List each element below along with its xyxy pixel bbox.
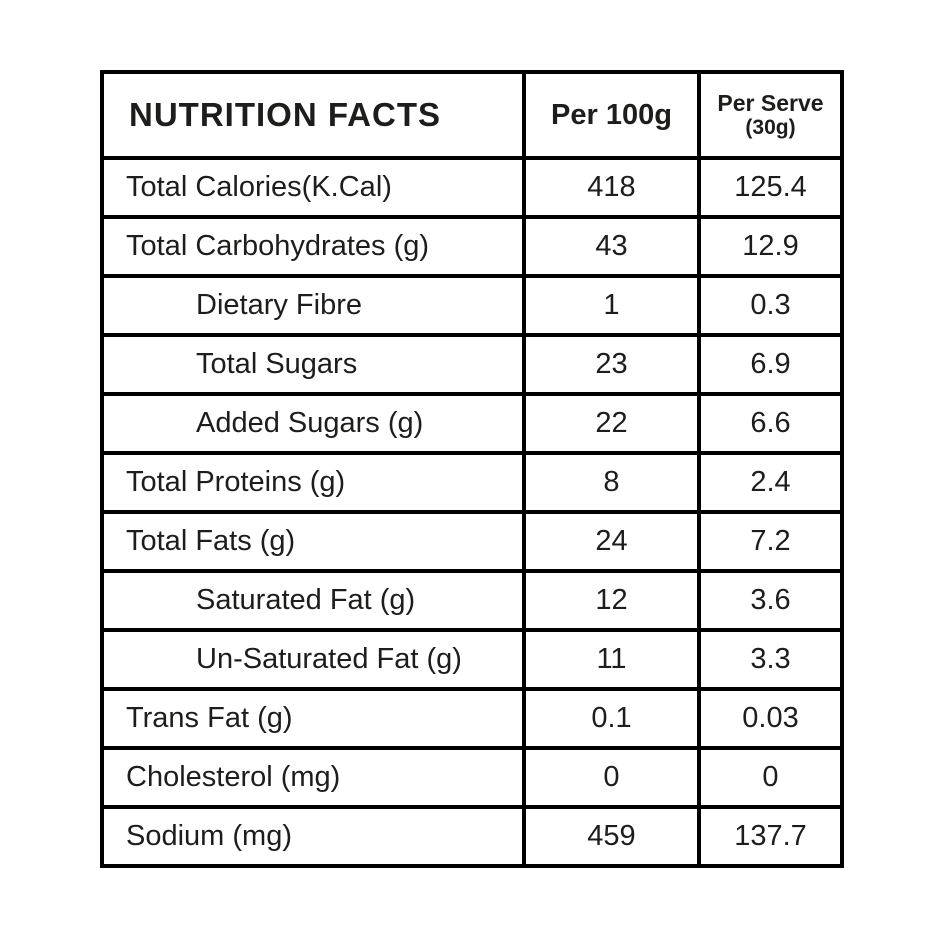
row-value-per-100g: 43 [522, 215, 701, 278]
row-label: Total Calories(K.Cal) [100, 156, 526, 219]
row-value-per-serve: 6.6 [697, 392, 844, 455]
row-value-per-serve: 6.9 [697, 333, 844, 396]
table-row: Un-Saturated Fat (g) 11 3.3 [100, 628, 844, 691]
nutrition-table-body: Total Calories(K.Cal) 418 125.4 Total Ca… [100, 156, 844, 868]
row-label: Sodium (mg) [100, 805, 526, 868]
row-label: Un-Saturated Fat (g) [100, 628, 526, 691]
row-value-per-serve: 0.03 [697, 687, 844, 750]
table-row: Added Sugars (g) 22 6.6 [100, 392, 844, 455]
row-value-per-serve: 3.6 [697, 569, 844, 632]
per-serve-label: Per Serve [717, 89, 824, 116]
table-row: Saturated Fat (g) 12 3.6 [100, 569, 844, 632]
row-value-per-serve: 0.3 [697, 274, 844, 337]
row-label: Total Sugars [100, 333, 526, 396]
row-value-per-100g: 1 [522, 274, 701, 337]
table-row: Total Carbohydrates (g) 43 12.9 [100, 215, 844, 278]
row-label: Dietary Fibre [100, 274, 526, 337]
header-row: NUTRITION FACTS Per 100g Per Serve (30g) [100, 70, 844, 160]
table-row: Total Sugars 23 6.9 [100, 333, 844, 396]
table-row: Dietary Fibre 1 0.3 [100, 274, 844, 337]
row-label: Total Carbohydrates (g) [100, 215, 526, 278]
row-value-per-100g: 459 [522, 805, 701, 868]
table-title: NUTRITION FACTS [100, 70, 526, 160]
row-value-per-100g: 11 [522, 628, 701, 691]
table-row: Total Proteins (g) 8 2.4 [100, 451, 844, 514]
row-value-per-100g: 418 [522, 156, 701, 219]
row-value-per-serve: 125.4 [697, 156, 844, 219]
nutrition-facts-table: NUTRITION FACTS Per 100g Per Serve (30g)… [100, 70, 844, 868]
row-label: Total Proteins (g) [100, 451, 526, 514]
table-row: Trans Fat (g) 0.1 0.03 [100, 687, 844, 750]
row-label: Cholesterol (mg) [100, 746, 526, 809]
table-row: Total Calories(K.Cal) 418 125.4 [100, 156, 844, 219]
row-label: Trans Fat (g) [100, 687, 526, 750]
row-value-per-100g: 8 [522, 451, 701, 514]
nutrition-table-header: NUTRITION FACTS Per 100g Per Serve (30g) [100, 70, 844, 160]
row-value-per-serve: 7.2 [697, 510, 844, 573]
row-value-per-serve: 12.9 [697, 215, 844, 278]
column-header-per-100g: Per 100g [522, 70, 701, 160]
table-row: Cholesterol (mg) 0 0 [100, 746, 844, 809]
row-value-per-serve: 137.7 [697, 805, 844, 868]
row-label: Total Fats (g) [100, 510, 526, 573]
row-value-per-100g: 23 [522, 333, 701, 396]
row-value-per-100g: 24 [522, 510, 701, 573]
row-value-per-serve: 2.4 [697, 451, 844, 514]
table-row: Sodium (mg) 459 137.7 [100, 805, 844, 868]
table-row: Total Fats (g) 24 7.2 [100, 510, 844, 573]
per-serve-size: (30g) [745, 116, 796, 140]
row-label: Saturated Fat (g) [100, 569, 526, 632]
row-value-per-serve: 0 [697, 746, 844, 809]
row-value-per-100g: 0.1 [522, 687, 701, 750]
row-value-per-100g: 22 [522, 392, 701, 455]
row-value-per-100g: 0 [522, 746, 701, 809]
column-header-per-serve: Per Serve (30g) [697, 70, 844, 160]
row-value-per-100g: 12 [522, 569, 701, 632]
row-label: Added Sugars (g) [100, 392, 526, 455]
row-value-per-serve: 3.3 [697, 628, 844, 691]
